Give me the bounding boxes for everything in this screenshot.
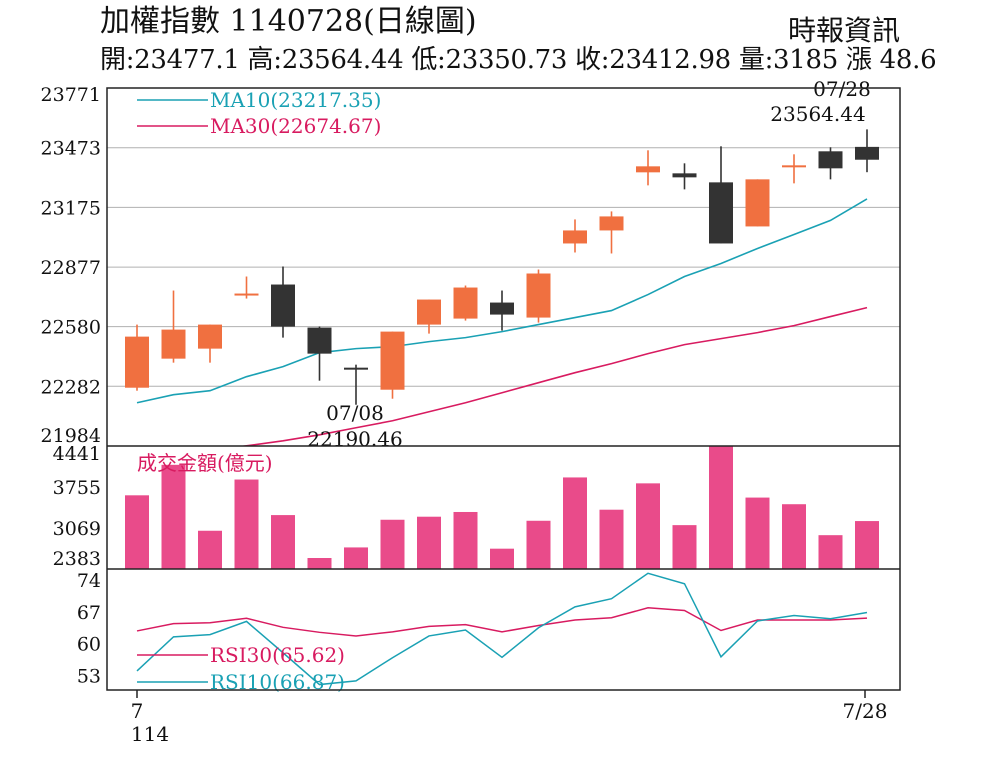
candle-body	[198, 324, 222, 349]
volume-tick-label: 3069	[53, 518, 101, 540]
volume-bar	[709, 446, 733, 569]
rsi-tick-label: 74	[77, 570, 101, 592]
legend-label: RSI30(65.62)	[210, 643, 345, 667]
volume-bar	[198, 530, 222, 569]
candle-body	[453, 287, 478, 319]
candle-body	[234, 293, 259, 296]
candle-body	[271, 284, 295, 327]
price-tick-label: 21984	[41, 425, 101, 447]
price-tick-label: 23473	[41, 138, 101, 160]
annotation-date: 07/28	[813, 77, 871, 101]
volume-tick-label: 2383	[53, 548, 101, 570]
candle-body	[563, 230, 587, 244]
candle-body	[417, 299, 441, 325]
legend-label: MA10(23217.35)	[210, 88, 381, 112]
price-tick-label: 22580	[41, 317, 101, 339]
candle-body	[818, 151, 843, 169]
volume-bar	[782, 504, 806, 569]
volume-bar	[526, 520, 551, 569]
chart-title: 加權指數 1140728(日線圖)	[100, 4, 477, 39]
annotation-value: 23564.44	[770, 102, 865, 126]
candle-body	[782, 165, 806, 168]
price-tick-label: 23771	[41, 84, 101, 106]
candle-body	[490, 302, 514, 315]
candle-body	[380, 331, 405, 390]
volume-bar	[234, 479, 259, 569]
x-label-year: 114	[131, 722, 169, 746]
volume-title: 成交金額(億元)	[137, 451, 273, 475]
volume-tick-label: 4441	[53, 443, 101, 465]
candle-body	[125, 336, 149, 388]
annotation-date: 07/08	[326, 401, 384, 425]
volume-bar	[125, 495, 149, 569]
chart-frame	[106, 87, 901, 691]
candle-body	[745, 179, 770, 227]
candle-body	[161, 329, 186, 359]
ma30-line	[239, 306, 868, 446]
volume-bar	[453, 511, 478, 569]
volume-bar	[344, 547, 368, 569]
volume-bar	[417, 516, 441, 569]
volume-bar	[636, 483, 660, 569]
legend-label: MA30(22674.67)	[210, 114, 381, 138]
volume-bar	[672, 525, 697, 569]
volume-bar	[745, 497, 770, 569]
candle-body	[599, 216, 624, 231]
rsi-tick-label: 60	[77, 634, 101, 656]
volume-bar	[818, 535, 843, 569]
candle-body	[672, 173, 697, 178]
candle-body	[636, 166, 660, 173]
volume-bar	[271, 515, 295, 569]
rsi10-line	[136, 572, 868, 686]
volume-bar	[307, 558, 332, 569]
volume-tick-label: 3755	[53, 477, 101, 499]
candle-body	[526, 273, 551, 318]
volume-bar	[380, 519, 405, 569]
x-label-first: 7	[131, 699, 144, 723]
volume-bar	[599, 509, 624, 569]
annotation-value: 22190.46	[307, 427, 402, 451]
price-tick-label: 23175	[41, 197, 101, 219]
rsi-tick-label: 67	[77, 602, 101, 624]
candle-body	[709, 182, 733, 244]
volume-bar	[490, 548, 514, 569]
x-label-last: 7/28	[843, 699, 888, 723]
ma10-line	[136, 198, 868, 404]
rsi-tick-label: 53	[77, 665, 101, 687]
candle-body	[855, 146, 879, 160]
volume-bar	[855, 521, 879, 569]
candle-body	[344, 367, 368, 370]
volume-bar	[161, 464, 186, 569]
rsi30-line	[136, 607, 868, 637]
volume-bar	[563, 477, 587, 569]
price-tick-label: 22877	[41, 257, 101, 279]
ohlc-summary: 開:23477.1 高:23564.44 低:23350.73 收:23412.…	[100, 45, 937, 75]
price-tick-label: 22282	[41, 376, 101, 398]
candle-body	[307, 327, 332, 354]
source-label: 時報資訊	[787, 14, 900, 47]
